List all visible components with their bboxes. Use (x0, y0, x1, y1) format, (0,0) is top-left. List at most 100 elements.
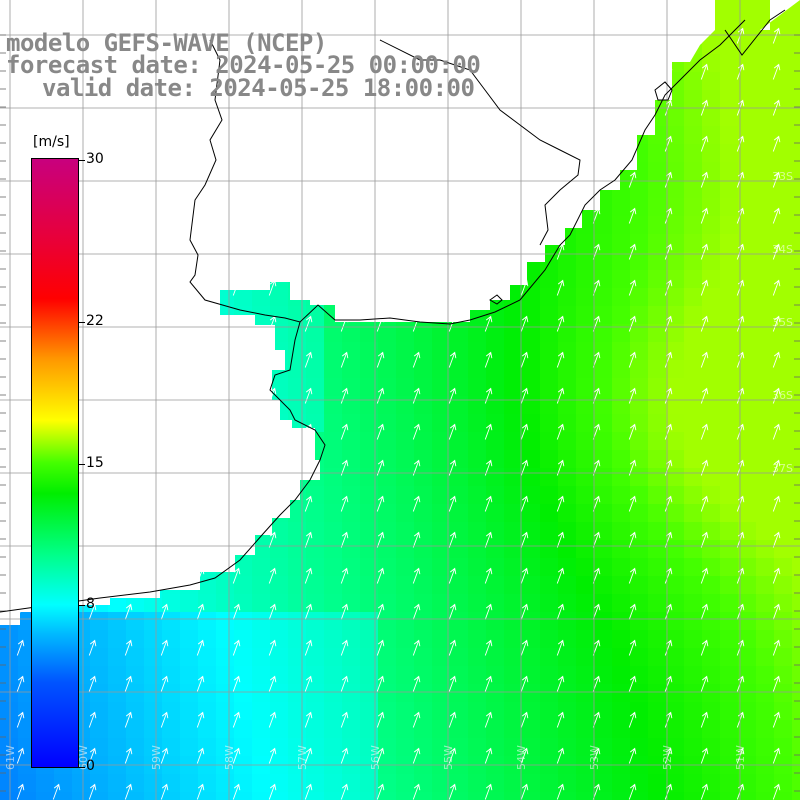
speed-cell (756, 216, 775, 235)
speed-cell (306, 324, 325, 343)
speed-cell (684, 306, 703, 325)
speed-cell (648, 576, 667, 595)
speed-cell (756, 270, 775, 289)
speed-cell (306, 720, 325, 739)
speed-cell (378, 324, 397, 343)
speed-cell (540, 558, 559, 577)
speed-cell (504, 522, 523, 541)
speed-cell (792, 558, 800, 577)
speed-cell (504, 648, 523, 667)
wind-arrow (520, 495, 529, 512)
speed-cell (360, 594, 379, 613)
speed-cell (540, 432, 559, 451)
speed-cell (504, 720, 523, 739)
speed-cell (486, 522, 505, 541)
speed-cell (630, 558, 649, 577)
speed-cell (486, 540, 505, 559)
speed-cell (756, 486, 775, 505)
speed-cell (522, 378, 541, 397)
speed-cell (198, 612, 217, 631)
wind-arrow (448, 387, 457, 404)
wind-arrow (556, 315, 565, 332)
speed-cell (612, 360, 631, 379)
wind-arrow (412, 747, 421, 764)
speed-cell (324, 396, 343, 415)
speed-cell (306, 684, 325, 703)
wind-arrow (628, 639, 637, 656)
speed-cell (666, 234, 685, 253)
speed-cell (270, 792, 289, 800)
speed-cell (666, 774, 685, 793)
speed-cell (738, 72, 757, 91)
speed-cell (720, 288, 739, 307)
speed-cell (360, 504, 379, 523)
speed-cell (738, 540, 757, 559)
speed-cell (666, 252, 685, 271)
latitude-label: 35S (772, 316, 793, 329)
speed-cell (486, 648, 505, 667)
speed-cell (324, 414, 343, 433)
speed-cell (0, 702, 19, 721)
speed-cell (540, 576, 559, 595)
wind-arrow (664, 387, 673, 404)
speed-cell (756, 198, 775, 217)
speed-cell (450, 486, 469, 505)
speed-cell (450, 774, 469, 793)
wind-arrow (304, 747, 313, 764)
speed-cell (684, 576, 703, 595)
speed-cell (594, 630, 613, 649)
wind-arrow (700, 279, 709, 296)
speed-cell (720, 270, 739, 289)
speed-cell (522, 594, 541, 613)
speed-cell (486, 630, 505, 649)
speed-cell (576, 270, 595, 289)
speed-cell (468, 324, 487, 343)
speed-cell (450, 720, 469, 739)
wind-arrow (412, 639, 421, 656)
speed-cell (342, 558, 361, 577)
speed-cell (558, 378, 577, 397)
speed-cell (522, 630, 541, 649)
wind-arrow (160, 711, 169, 728)
speed-cell (540, 702, 559, 721)
speed-cell (756, 612, 775, 631)
speed-cell (324, 486, 343, 505)
speed-cell (270, 702, 289, 721)
wind-arrow (664, 423, 673, 440)
speed-cell (288, 774, 307, 793)
speed-cell (378, 558, 397, 577)
wind-arrow (664, 207, 673, 224)
speed-cell (666, 180, 685, 199)
wind-arrow (232, 603, 241, 620)
speed-cell (702, 198, 721, 217)
coastline (0, 9, 786, 613)
speed-cell (126, 774, 145, 793)
wind-arrow (772, 603, 781, 620)
speed-cell (648, 360, 667, 379)
speed-cell (396, 612, 415, 631)
speed-cell (666, 648, 685, 667)
speed-cell (612, 792, 631, 800)
speed-cell (738, 558, 757, 577)
wind-arrow (520, 315, 529, 332)
speed-cell (486, 684, 505, 703)
speed-cell (378, 774, 397, 793)
speed-cell (198, 576, 217, 595)
wind-arrow (340, 387, 349, 404)
speed-cell (360, 450, 379, 469)
speed-cell (792, 720, 800, 739)
speed-cell (666, 342, 685, 361)
speed-cell (720, 54, 739, 73)
speed-cell (684, 360, 703, 379)
speed-cell (756, 720, 775, 739)
speed-cell (288, 342, 307, 361)
wind-arrow (340, 603, 349, 620)
speed-cell (540, 468, 559, 487)
speed-cell (612, 378, 631, 397)
speed-cell (234, 774, 253, 793)
speed-cell (774, 108, 793, 127)
speed-cell (198, 594, 217, 613)
speed-cell (360, 378, 379, 397)
speed-cell (648, 234, 667, 253)
speed-cell (684, 126, 703, 145)
